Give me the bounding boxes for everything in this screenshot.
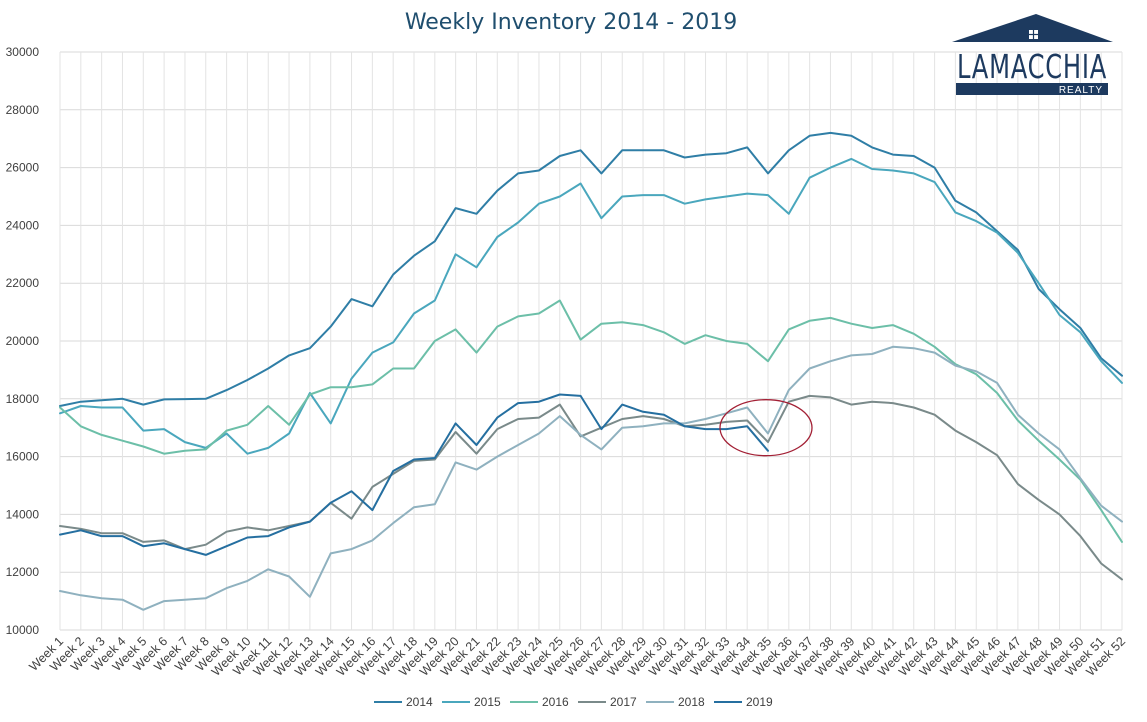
house-roof-icon bbox=[952, 14, 1113, 42]
logo-wordmark: LAMACCHIA bbox=[957, 47, 1107, 86]
legend-label-2018: 2018 bbox=[678, 695, 705, 709]
y-tick-label: 20000 bbox=[6, 334, 40, 348]
annotations bbox=[719, 399, 813, 457]
y-axis: 10000 12000 14000 16000 18000 20000 22000 24000… bbox=[6, 45, 40, 637]
logo-subtitle: REALTY bbox=[1059, 85, 1103, 96]
legend-label-2016: 2016 bbox=[542, 695, 569, 709]
legend-label-2015: 2015 bbox=[474, 695, 501, 709]
series-lines bbox=[59, 131, 1123, 611]
legend-label-2019: 2019 bbox=[746, 695, 773, 709]
y-tick-label: 10000 bbox=[6, 623, 40, 637]
chart-title: Weekly Inventory 2014 - 2019 bbox=[405, 10, 737, 35]
grid-lines bbox=[59, 51, 1123, 631]
y-tick-label: 22000 bbox=[6, 276, 40, 290]
legend-label-2017: 2017 bbox=[610, 695, 637, 709]
y-tick-label: 30000 bbox=[6, 45, 40, 59]
y-tick-label: 18000 bbox=[6, 392, 40, 406]
y-tick-label: 16000 bbox=[6, 450, 40, 464]
series-line-2014 bbox=[59, 131, 1123, 407]
y-tick-label: 12000 bbox=[6, 565, 40, 579]
series-line-2019 bbox=[59, 393, 769, 556]
legend-label-2014: 2014 bbox=[406, 695, 433, 709]
logo: LAMACCHIA REALTY bbox=[952, 14, 1113, 96]
y-tick-label: 24000 bbox=[6, 218, 40, 232]
y-tick-label: 26000 bbox=[6, 161, 40, 175]
y-tick-label: 28000 bbox=[6, 103, 40, 117]
logo-banner bbox=[956, 83, 1108, 95]
series-line-2016 bbox=[59, 299, 1123, 543]
series-line-2017 bbox=[59, 394, 1123, 581]
series-line-2018 bbox=[59, 345, 1123, 611]
series-line-2015 bbox=[59, 157, 1123, 455]
y-tick-label: 14000 bbox=[6, 507, 40, 521]
highlight-ellipse bbox=[719, 399, 813, 457]
legend: 2014 2015 2016 2017 2018 2019 bbox=[374, 695, 773, 709]
